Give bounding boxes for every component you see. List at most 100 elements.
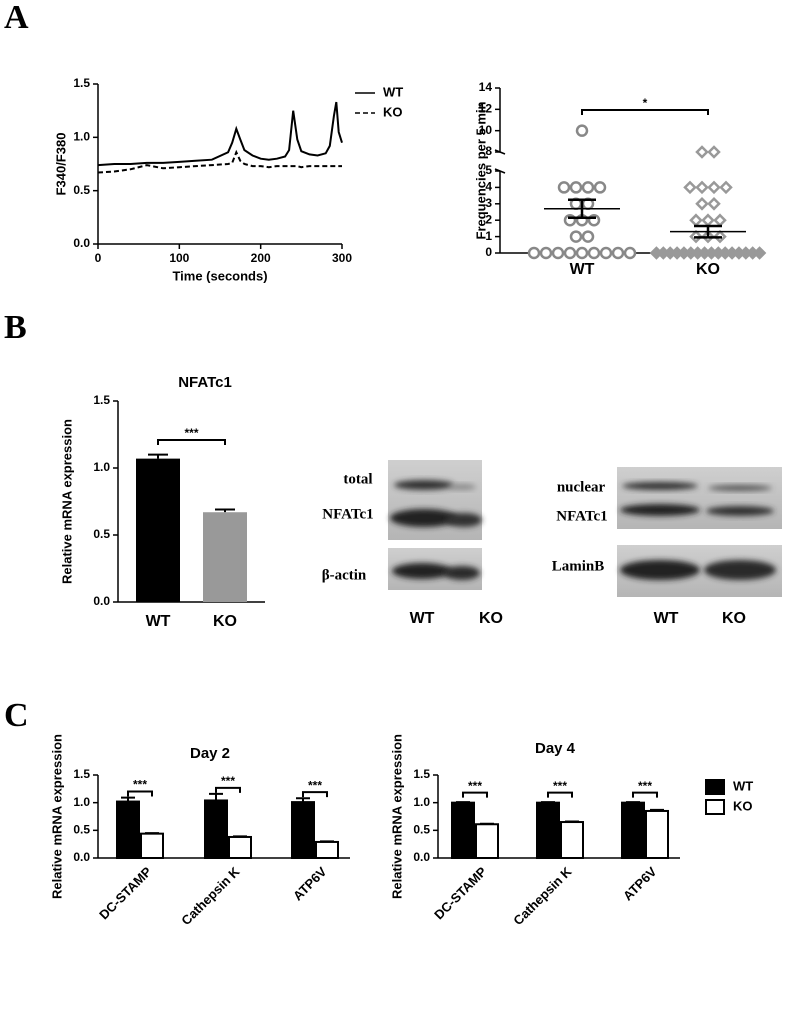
error-bar: [148, 453, 168, 459]
significance-bracket: [632, 791, 658, 798]
x-tick-label: KO: [696, 261, 720, 278]
y-tick-label: 0.5: [73, 823, 90, 837]
y-tick-label: 0.5: [93, 527, 110, 541]
bar: [203, 512, 247, 602]
significance-label: *: [643, 96, 648, 110]
significance-bracket: [215, 786, 241, 793]
data-point: [707, 180, 721, 195]
blot-label: β-actin: [322, 567, 367, 583]
data-point: [695, 145, 709, 159]
significance-label: ***: [221, 774, 235, 788]
sem-bar: [694, 224, 722, 239]
x-tick-label: ATP6V: [620, 864, 660, 904]
y-tick-label: 1.5: [93, 393, 110, 407]
y-tick-label: 0.0: [73, 850, 90, 864]
y-tick-label: 0.0: [73, 236, 90, 250]
panel-label: B: [4, 309, 27, 346]
chart-title: NFATc1: [178, 374, 232, 391]
lane-label: WT: [654, 610, 679, 627]
chart-title: Day 2: [190, 745, 230, 762]
data-point: [689, 213, 703, 227]
data-point: [752, 246, 767, 260]
data-point: [707, 197, 721, 211]
bar: [621, 801, 645, 860]
significance-bracket: [157, 439, 226, 445]
y-axis-label: Relative mRNA expression: [49, 734, 64, 899]
y-tick-label: 1.5: [73, 76, 90, 90]
error-bar: [209, 792, 223, 801]
bar: [228, 835, 252, 859]
data-point: [581, 181, 595, 194]
y-tick-label: 1.0: [413, 795, 430, 809]
bar: [645, 809, 669, 860]
line-series: [97, 101, 343, 167]
bar: [291, 801, 315, 860]
sem-bar: [568, 198, 596, 219]
significance-label: ***: [184, 426, 198, 440]
blot-label: LaminB: [552, 558, 605, 574]
data-point: [587, 246, 601, 260]
blot-label: NFATc1: [322, 506, 373, 522]
western-blot: [617, 467, 782, 597]
bar: [560, 821, 584, 859]
x-tick-label: 0: [95, 251, 102, 265]
blot-label: NFATc1: [556, 508, 607, 524]
significance-bracket: [302, 791, 328, 798]
data-point: [701, 213, 715, 227]
data-point: [707, 145, 721, 159]
data-point: [539, 246, 553, 260]
y-tick-label: 1.5: [413, 767, 430, 781]
x-tick-label: WT: [146, 613, 171, 630]
data-point: [575, 124, 589, 137]
bar: [315, 840, 339, 859]
y-axis-label: Relative mRNA expression: [389, 734, 404, 899]
legend-swatch: [705, 799, 725, 815]
y-tick-label: 0.0: [413, 850, 430, 864]
lane-label: KO: [722, 610, 746, 627]
legend-swatch: [705, 779, 725, 795]
data-point: [569, 181, 583, 194]
significance-label: ***: [468, 779, 482, 793]
bar: [136, 458, 180, 602]
y-tick-label: 0: [485, 245, 492, 259]
bar: [475, 823, 499, 859]
y-axis-label: Frequencies per 5 min: [473, 101, 488, 239]
y-tick-label: 0.0: [93, 594, 110, 608]
y-axis-label: Relative mRNA expression: [59, 419, 74, 584]
y-tick-label: 2: [485, 212, 492, 226]
chart-title: Day 4: [535, 740, 576, 757]
bar: [140, 832, 164, 859]
x-tick-label: Cathepsin K: [178, 864, 243, 929]
y-tick-label: 4: [485, 180, 492, 194]
y-tick-label: 14: [479, 80, 493, 94]
significance-bracket: [127, 790, 153, 797]
data-point: [557, 181, 571, 194]
x-tick-label: ATP6V: [290, 864, 330, 904]
y-tick-label: 0.5: [73, 183, 90, 197]
y-tick-label: 3: [485, 196, 492, 210]
x-tick-label: DC-STAMP: [96, 864, 155, 923]
data-point: [623, 246, 637, 260]
legend-label: KO: [733, 798, 753, 813]
x-tick-label: 300: [332, 251, 352, 265]
data-point: [575, 246, 589, 260]
significance-bracket: [462, 791, 488, 798]
data-point: [695, 197, 709, 211]
x-tick-label: 200: [251, 251, 271, 265]
panel-label: A: [4, 0, 29, 36]
panel-label: C: [4, 697, 29, 734]
y-tick-label: 1: [485, 229, 492, 243]
y-tick-label: 0.5: [413, 823, 430, 837]
bar: [204, 799, 228, 859]
y-tick-label: 8: [485, 144, 492, 158]
significance-label: ***: [553, 779, 567, 793]
y-tick-label: 1.0: [73, 130, 90, 144]
x-tick-label: WT: [570, 261, 595, 278]
bar: [536, 801, 560, 860]
data-point: [683, 180, 697, 195]
significance-label: ***: [638, 779, 652, 793]
x-tick-label: DC-STAMP: [431, 864, 490, 923]
data-point: [581, 230, 595, 243]
legend-label: WT: [733, 778, 753, 793]
y-tick-label: 10: [479, 123, 493, 137]
